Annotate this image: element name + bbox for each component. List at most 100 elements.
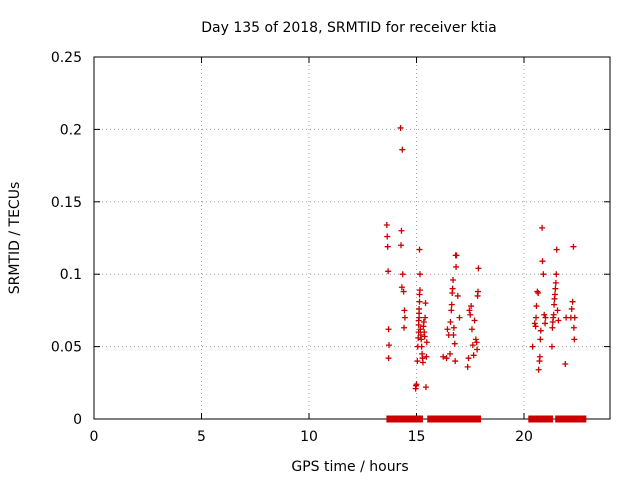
data-point <box>385 355 392 362</box>
data-point <box>400 288 407 295</box>
data-point <box>553 271 560 278</box>
data-point <box>398 284 405 291</box>
y-tick-label: 0.2 <box>60 122 82 138</box>
data-point <box>529 343 536 350</box>
data-point <box>537 336 544 343</box>
data-point <box>535 366 542 373</box>
x-tick-label: 0 <box>90 429 99 445</box>
data-point <box>413 381 420 388</box>
data-point <box>470 352 477 359</box>
data-point <box>552 285 559 292</box>
data-point <box>421 333 428 340</box>
data-point <box>401 307 408 314</box>
data-point <box>399 271 406 278</box>
data-point <box>456 314 463 321</box>
data-point <box>418 336 425 343</box>
data-point <box>465 355 472 362</box>
data-point <box>416 246 423 253</box>
data-point <box>385 268 392 275</box>
data-point <box>551 291 558 298</box>
data-point <box>451 340 458 347</box>
data-point <box>554 307 561 314</box>
data-point <box>385 326 392 333</box>
data-point <box>562 360 569 367</box>
data-point <box>423 339 430 346</box>
x-tick-label: 20 <box>515 429 533 445</box>
data-point <box>569 298 576 305</box>
data-point <box>397 124 404 131</box>
x-tick-label: 10 <box>300 429 318 445</box>
data-point <box>570 243 577 250</box>
data-point <box>531 320 538 327</box>
data-point <box>416 287 423 294</box>
data-point <box>401 314 408 321</box>
data-point <box>533 314 540 321</box>
data-point <box>539 258 546 265</box>
data-point <box>473 339 480 346</box>
data-point <box>466 307 473 314</box>
data-point <box>418 343 425 350</box>
data-point <box>416 305 423 312</box>
data-point <box>471 317 478 324</box>
data-point <box>542 314 549 321</box>
data-point <box>452 358 459 365</box>
data-point <box>555 317 562 324</box>
data-point <box>539 224 546 231</box>
data-point <box>536 353 543 360</box>
data-point <box>416 298 423 305</box>
data-point <box>417 326 424 333</box>
data-point <box>422 384 429 391</box>
y-axis-label: SRMTID / TECUs <box>7 182 23 295</box>
y-tick-label: 0.05 <box>51 340 82 356</box>
data-point <box>550 311 557 318</box>
data-points <box>383 124 578 392</box>
data-point <box>552 279 559 286</box>
data-point <box>384 233 391 240</box>
data-point <box>450 324 457 331</box>
data-point <box>414 358 421 365</box>
data-point <box>469 342 476 349</box>
data-point <box>448 307 455 314</box>
data-point <box>420 318 427 325</box>
data-point <box>398 242 405 249</box>
y-tick-label: 0 <box>73 412 82 428</box>
y-tick-label: 0.15 <box>51 195 82 211</box>
y-tick-label: 0.25 <box>51 50 82 66</box>
data-point <box>534 288 541 295</box>
data-point <box>553 246 560 253</box>
data-point <box>568 305 575 312</box>
data-point <box>535 290 542 297</box>
data-point <box>548 343 555 350</box>
data-point <box>464 363 471 370</box>
data-point <box>385 342 392 349</box>
data-point <box>399 146 406 153</box>
data-point <box>533 303 540 310</box>
data-point <box>440 353 447 360</box>
data-point <box>537 327 544 334</box>
data-point <box>453 263 460 270</box>
data-point <box>468 303 475 310</box>
data-point <box>416 271 423 278</box>
data-point <box>419 359 426 366</box>
data-point <box>467 311 474 318</box>
data-point <box>541 311 548 318</box>
y-tick-label: 0.1 <box>60 267 82 283</box>
data-point <box>454 292 461 299</box>
data-point <box>449 285 456 292</box>
x-axis-label: GPS time / hours <box>291 459 408 475</box>
plot-frame <box>93 56 611 420</box>
data-point <box>474 288 481 295</box>
y-axis: 0 0.05 0.1 0.15 0.2 0.25 <box>51 50 610 428</box>
data-point <box>447 350 454 357</box>
data-point <box>422 314 429 321</box>
data-point <box>453 252 460 259</box>
x-tick-label: 15 <box>408 429 426 445</box>
data-point <box>472 336 479 343</box>
data-point <box>551 301 558 308</box>
grid-lines <box>94 57 610 419</box>
data-point <box>468 326 475 333</box>
data-point <box>448 301 455 308</box>
data-point <box>422 300 429 307</box>
data-point <box>444 326 451 333</box>
